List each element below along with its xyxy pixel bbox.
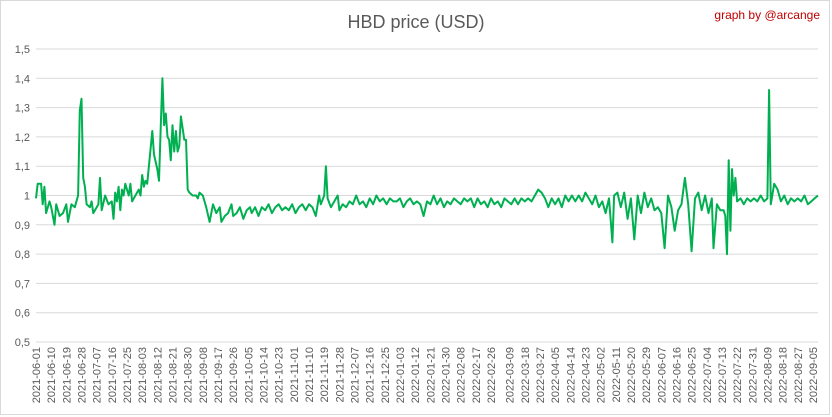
x-tick-label: 2021-07-16	[107, 347, 119, 403]
x-tick-label: 2022-08-27	[793, 347, 805, 403]
y-tick-label: 0,6	[15, 308, 30, 320]
x-tick-label: 2021-08-21	[168, 347, 180, 403]
chart-credit: graph by @arcange	[714, 8, 820, 22]
x-tick-label: 2022-02-17	[471, 347, 483, 403]
y-tick-label: 1,1	[15, 161, 30, 173]
x-tick-label: 2022-03-27	[535, 347, 547, 403]
x-tick-label: 2021-08-30	[183, 347, 195, 403]
series-hbd-price	[35, 77, 819, 256]
chart-title: HBD price (USD)	[347, 12, 485, 32]
x-tick-label: 2021-09-08	[198, 347, 210, 403]
x-tick-label: 2022-06-25	[687, 347, 699, 403]
x-tick-label: 2022-01-30	[441, 347, 453, 403]
y-tick-label: 0,9	[15, 220, 30, 232]
x-tick-label: 2022-05-29	[641, 347, 653, 403]
x-tick-label: 2022-01-03	[395, 347, 407, 403]
x-tick-label: 2022-04-14	[565, 347, 577, 403]
x-tick-label: 2021-06-10	[46, 347, 58, 403]
x-tick-label: 2021-09-17	[213, 347, 225, 403]
x-tick-label: 2022-07-22	[732, 347, 744, 403]
x-tick-label: 2022-09-05	[808, 347, 820, 403]
x-tick-label: 2021-10-23	[274, 347, 286, 403]
x-tick-label: 2021-08-12	[152, 347, 164, 403]
x-tick-label: 2021-06-28	[77, 347, 89, 403]
y-tick-label: 1	[24, 191, 30, 203]
x-tick-label: 2021-06-01	[31, 347, 43, 403]
x-tick-label: 2021-11-19	[319, 347, 331, 402]
x-tick-label: 2022-04-05	[550, 347, 562, 403]
x-tick-label: 2022-06-16	[671, 347, 683, 403]
x-tick-label: 2021-12-07	[350, 347, 362, 403]
x-tick-label: 2022-05-20	[626, 347, 638, 403]
gridlines	[36, 48, 818, 343]
x-tick-label: 2022-01-21	[425, 347, 437, 403]
x-tick-label: 2022-05-02	[596, 347, 608, 403]
y-tick-label: 0,5	[15, 337, 30, 349]
x-tick-label: 2021-08-03	[137, 347, 149, 403]
x-tick-label: 2021-07-07	[92, 347, 104, 403]
x-tick-label: 2022-07-31	[747, 347, 759, 403]
x-tick-label: 2021-11-28	[334, 347, 346, 402]
x-tick-label: 2021-12-25	[380, 347, 392, 403]
x-tick-label: 2022-02-08	[456, 347, 468, 403]
y-tick-label: 1,4	[15, 73, 30, 85]
x-tick-label: 2021-11-01	[289, 347, 301, 402]
x-tick-label: 2022-02-26	[486, 347, 498, 403]
x-tick-label: 2021-12-16	[365, 347, 377, 403]
x-tick-label: 2022-07-04	[702, 347, 714, 403]
y-tick-label: 1,3	[15, 103, 30, 115]
x-tick-label: 2021-09-26	[228, 347, 240, 403]
x-tick-label: 2021-11-10	[304, 347, 316, 402]
x-axis-ticks: 2021-06-01 2021-06-10 2021-06-19 2021-06-28…	[31, 347, 820, 403]
y-tick-label: 0,8	[15, 249, 30, 261]
x-tick-label: 2022-01-12	[410, 347, 422, 403]
x-tick-label: 2022-08-09	[762, 347, 774, 403]
x-tick-label: 2021-07-25	[122, 347, 134, 403]
x-tick-label: 2021-10-14	[259, 347, 271, 403]
x-tick-label: 2021-06-19	[61, 347, 73, 403]
x-tick-label: 2022-06-07	[656, 347, 668, 403]
x-tick-label: 2022-05-11	[611, 347, 623, 402]
series-line-hbd-price	[35, 77, 819, 256]
y-tick-label: 1,2	[15, 132, 30, 144]
y-tick-label: 0,7	[15, 278, 30, 290]
y-tick-label: 1,5	[15, 44, 30, 56]
x-tick-label: 2021-10-05	[243, 347, 255, 403]
y-axis-ticks: 0,5 0,6 0,7 0,8 0,9 1 1,1 1,2 1,3 1,4 1,5	[15, 44, 30, 349]
x-tick-label: 2022-08-18	[778, 347, 790, 403]
x-tick-label: 2022-03-09	[505, 347, 517, 403]
x-tick-label: 2022-04-23	[580, 347, 592, 403]
x-tick-label: 2022-03-18	[520, 347, 532, 403]
x-tick-label: 2022-07-13	[717, 347, 729, 403]
